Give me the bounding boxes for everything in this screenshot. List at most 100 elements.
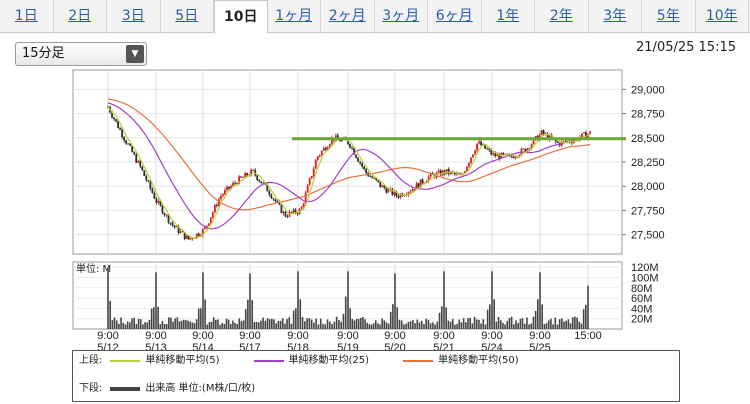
tab-4[interactable]: 10日	[214, 0, 268, 34]
candle-body	[280, 204, 283, 214]
candle-body	[274, 199, 277, 202]
candle-body	[175, 226, 178, 228]
candle-body	[222, 194, 224, 196]
volume-bar	[486, 309, 489, 329]
candle-body	[300, 206, 303, 210]
candle-body	[381, 185, 384, 187]
volume-bar	[392, 304, 394, 329]
interval-select[interactable]: 15分足 ▼	[15, 42, 147, 66]
candle-body	[361, 163, 364, 167]
volume-bar	[264, 320, 267, 329]
tab-1[interactable]: 2日	[54, 0, 107, 33]
volume-bar	[240, 321, 243, 329]
x-tick-time: 9:00	[337, 330, 358, 342]
volume-bar	[135, 324, 138, 329]
tab-7[interactable]: 3ヶ月	[375, 0, 428, 33]
candle-body	[407, 192, 410, 195]
candle-body	[121, 129, 124, 138]
x-tick-time: 9:00	[97, 330, 118, 342]
volume-bar	[447, 320, 450, 329]
candle-body	[151, 188, 154, 193]
volume-bar	[238, 318, 241, 329]
volume-bar	[255, 322, 258, 329]
volume-bar	[124, 324, 127, 329]
tab-9[interactable]: 1年	[482, 0, 535, 33]
volume-bar	[412, 320, 414, 329]
candle-body	[147, 180, 150, 182]
candle-body	[474, 150, 476, 155]
volume-bar	[445, 307, 447, 329]
candle-body	[379, 181, 382, 187]
volume-bar	[545, 323, 548, 329]
tab-3[interactable]: 5日	[161, 0, 214, 33]
candle-body	[216, 204, 218, 206]
tab-12[interactable]: 5年	[642, 0, 696, 33]
volume-bar	[324, 324, 327, 329]
volume-bar	[122, 322, 125, 329]
volume-bar	[206, 324, 209, 329]
volume-bar	[443, 271, 445, 329]
volume-bar	[249, 273, 251, 329]
chevron-down-icon[interactable]: ▼	[126, 45, 144, 63]
candle-body	[458, 173, 460, 175]
tab-0[interactable]: 1日	[0, 0, 54, 33]
volume-tick-label: 40M	[631, 303, 652, 315]
candle-body	[131, 145, 134, 153]
tab-11[interactable]: 3年	[589, 0, 642, 33]
candle-body	[425, 181, 428, 183]
volume-bar	[519, 318, 522, 329]
tab-5[interactable]: 1ヶ月	[268, 0, 321, 33]
volume-bar	[191, 322, 194, 329]
candle-body	[133, 152, 136, 155]
volume-bar	[109, 300, 111, 329]
volume-bar	[290, 323, 293, 329]
candle-body	[351, 147, 353, 149]
price-tick-label: 29,000	[631, 84, 665, 96]
candle-body	[399, 193, 402, 198]
volume-bar	[331, 324, 333, 329]
volume-bar	[295, 308, 297, 329]
candle-body	[478, 141, 480, 144]
candle-body	[427, 176, 430, 182]
candle-body	[290, 211, 293, 213]
candle-body	[486, 148, 489, 150]
candle-body	[260, 181, 263, 184]
volume-bar	[489, 304, 491, 329]
candle-body	[510, 154, 513, 157]
volume-bar	[170, 317, 172, 329]
candle-body	[415, 183, 418, 190]
candle-body	[320, 150, 323, 155]
volume-bar	[284, 323, 286, 329]
volume-bar	[571, 317, 574, 329]
candle-body	[137, 160, 140, 163]
tab-10[interactable]: 2年	[535, 0, 589, 33]
volume-bar	[425, 318, 427, 329]
x-tick-time: 9:00	[192, 330, 213, 342]
interval-select-value: 15分足	[22, 46, 65, 61]
tab-2[interactable]: 3日	[107, 0, 161, 33]
volume-bar	[131, 318, 133, 329]
legend-sma5-swatch	[110, 360, 141, 362]
volume-bar	[155, 272, 157, 329]
volume-bar	[308, 318, 311, 329]
candle-body	[207, 223, 210, 226]
candle-body	[419, 179, 422, 188]
volume-bar	[297, 271, 299, 329]
x-tick-time: 9:00	[481, 330, 502, 342]
volume-bar	[429, 323, 432, 329]
candle-body	[157, 200, 160, 203]
sma5-line	[107, 106, 591, 239]
tab-6[interactable]: 2ヶ月	[321, 0, 375, 33]
candle-body	[153, 192, 156, 199]
volume-bar	[381, 318, 383, 329]
candle-body	[302, 203, 305, 207]
candle-body	[373, 178, 376, 179]
candle-body	[266, 184, 269, 192]
volume-bar	[458, 319, 461, 329]
volume-bar	[197, 308, 200, 329]
candle-body	[284, 211, 287, 217]
tab-8[interactable]: 6ヶ月	[428, 0, 482, 33]
volume-bar	[478, 319, 480, 329]
volume-bar	[286, 319, 288, 329]
tab-13[interactable]: 10年	[696, 0, 749, 33]
